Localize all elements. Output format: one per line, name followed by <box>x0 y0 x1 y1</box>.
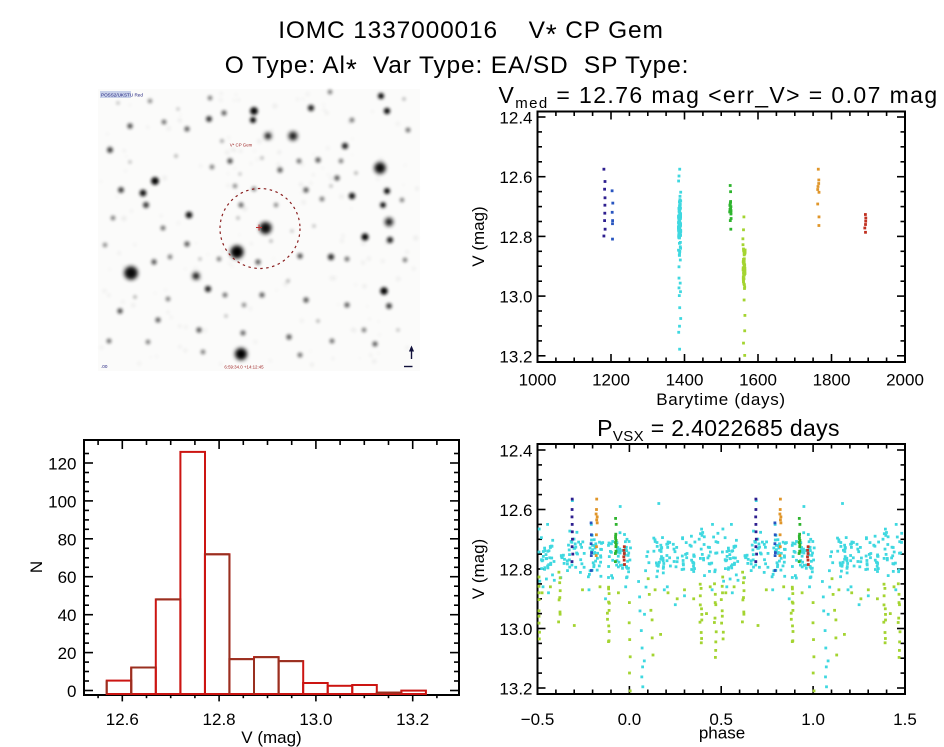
svg-text:80: 80 <box>58 530 77 549</box>
svg-text:0.0: 0.0 <box>618 710 642 729</box>
svg-text:V (mag): V (mag) <box>241 728 301 747</box>
svg-text:phase: phase <box>699 724 745 743</box>
svg-text:1.5: 1.5 <box>893 710 917 729</box>
svg-text:20: 20 <box>58 644 77 663</box>
svg-text:12.6: 12.6 <box>499 168 532 187</box>
svg-text:1400: 1400 <box>666 371 704 390</box>
svg-text:100: 100 <box>48 492 76 511</box>
svg-text:13.0: 13.0 <box>499 288 532 307</box>
svg-text:O Type: Al* Var Type: EA/SD: O Type: Al* Var Type: EA/SD SP Type: <box>225 52 689 85</box>
svg-text:1800: 1800 <box>813 371 851 390</box>
svg-text:1.0: 1.0 <box>801 710 825 729</box>
svg-text:PVSX = 2.4022685 days: PVSX = 2.4022685 days <box>597 415 840 445</box>
svg-text:Barytime (days): Barytime (days) <box>656 390 786 409</box>
svg-text:Vmed = 12.76 mag <err_V> = 0.0: Vmed = 12.76 mag <err_V> = 0.07 mag <box>498 82 938 112</box>
svg-text:40: 40 <box>58 606 77 625</box>
svg-text:13.2: 13.2 <box>499 347 532 366</box>
svg-text:12.8: 12.8 <box>203 710 236 729</box>
svg-text:13.0: 13.0 <box>299 710 332 729</box>
svg-text:12.8: 12.8 <box>499 228 532 247</box>
svg-text:−0.5: −0.5 <box>521 710 555 729</box>
svg-text:1600: 1600 <box>739 371 777 390</box>
svg-text:N: N <box>27 561 46 573</box>
svg-text:12.8: 12.8 <box>499 561 532 580</box>
svg-text:V* CP Gem: V* CP Gem <box>230 143 253 148</box>
svg-text:6:59:34.0 +14:12:45: 6:59:34.0 +14:12:45 <box>224 365 264 370</box>
svg-text:60: 60 <box>58 568 77 587</box>
svg-text:12.6: 12.6 <box>499 501 532 520</box>
svg-text:13.0: 13.0 <box>499 620 532 639</box>
svg-text:13.2: 13.2 <box>396 710 429 729</box>
svg-text:V (mag): V (mag) <box>469 206 488 266</box>
svg-text:1200: 1200 <box>592 371 630 390</box>
svg-text:120: 120 <box>48 455 76 474</box>
svg-text:13.2: 13.2 <box>499 680 532 699</box>
svg-text:12.4: 12.4 <box>499 109 532 128</box>
svg-text:12.6: 12.6 <box>106 710 139 729</box>
svg-text:POSS2/UKSTU Red: POSS2/UKSTU Red <box>101 93 143 98</box>
svg-text:1000: 1000 <box>519 371 557 390</box>
svg-text:V (mag): V (mag) <box>469 539 488 599</box>
svg-text:0: 0 <box>67 682 76 701</box>
svg-text:2000: 2000 <box>886 371 924 390</box>
svg-text:IOMC 1337000016 V* CP Gem: IOMC 1337000016 V* CP Gem <box>278 17 664 50</box>
svg-text:0.5: 0.5 <box>709 710 733 729</box>
svg-text:12.4: 12.4 <box>499 442 532 461</box>
svg-text:.00: .00 <box>101 364 108 369</box>
